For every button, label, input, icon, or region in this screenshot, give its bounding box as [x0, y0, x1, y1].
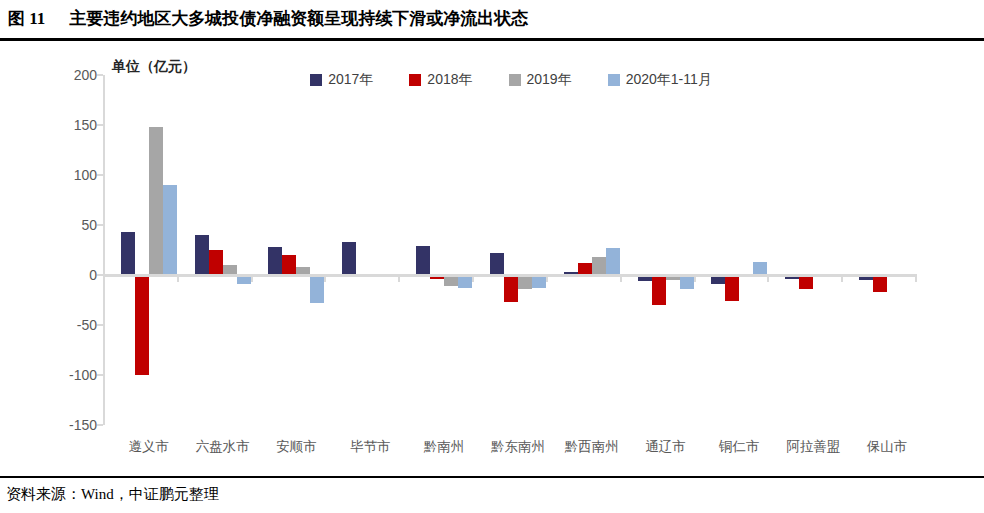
figure-number: 图 11 — [8, 9, 45, 28]
bar-2019年-黔南州 — [444, 275, 458, 286]
x-axis-tick-label: 毕节市 — [350, 438, 391, 456]
y-axis-tick — [97, 374, 103, 376]
bar-2019年-遵义市 — [149, 127, 163, 275]
x-axis-category-tick — [620, 277, 622, 282]
x-axis-tick-label: 阿拉善盟 — [786, 438, 840, 456]
y-axis-tick-label: 150 — [40, 116, 97, 134]
x-axis-category-tick — [546, 277, 548, 282]
x-axis-category-tick — [767, 277, 769, 282]
bar-2020年1-11月-黔南州 — [458, 275, 472, 288]
x-axis-line — [103, 274, 917, 277]
x-axis-category-tick — [472, 277, 474, 282]
y-axis-tick-label: -100 — [40, 366, 97, 384]
bar-2018年-黔东南州 — [504, 275, 518, 302]
x-axis-category-tick — [324, 277, 326, 282]
y-axis-tick — [97, 424, 103, 426]
x-axis-category-tick — [177, 277, 179, 282]
bar-2018年-遵义市 — [135, 275, 149, 375]
y-axis-labels: 200150100500-50-100-150 — [40, 75, 97, 425]
y-axis-tick — [97, 174, 103, 176]
x-axis-category-tick — [694, 277, 696, 282]
bar-2017年-安顺市 — [268, 247, 282, 275]
bar-2018年-阿拉善盟 — [799, 275, 813, 289]
x-axis-tick-label: 遵义市 — [129, 438, 170, 456]
bar-2017年-六盘水市 — [195, 235, 209, 275]
y-axis-tick-label: 200 — [40, 66, 97, 84]
bar-2018年-通辽市 — [652, 275, 666, 305]
bar-2020年1-11月-黔西南州 — [606, 248, 620, 275]
x-axis-category-tick — [251, 277, 253, 282]
x-axis-tick-label: 保山市 — [867, 438, 908, 456]
y-axis-tick — [97, 124, 103, 126]
bar-2020年1-11月-安顺市 — [310, 275, 324, 303]
source-note: 资料来源：Wind，中证鹏元整理 — [6, 485, 219, 504]
bar-2017年-毕节市 — [342, 242, 356, 275]
bar-2017年-黔东南州 — [490, 253, 504, 275]
y-axis-tick-label: 0 — [40, 266, 97, 284]
y-axis-tick-label: -150 — [40, 416, 97, 434]
bar-2018年-安顺市 — [282, 255, 296, 275]
plot-area — [105, 75, 917, 425]
x-axis-tick-label: 安顺市 — [276, 438, 317, 456]
y-axis-line — [103, 75, 105, 425]
bar-2019年-黔西南州 — [592, 257, 606, 275]
x-axis-tick-label: 黔东南州 — [491, 438, 545, 456]
x-axis-tick-label: 黔南州 — [424, 438, 465, 456]
header-divider — [0, 38, 984, 41]
footer-divider — [0, 476, 984, 478]
x-axis-tick-label: 铜仁市 — [719, 438, 760, 456]
bar-2020年1-11月-遵义市 — [163, 185, 177, 275]
x-axis-labels: 遵义市 六盘水市 安顺市 毕节市 黔南州 黔东南州 黔西南州 通辽市 铜仁市 阿拉善盟 保山市 — [105, 438, 917, 458]
y-axis-tick-label: 100 — [40, 166, 97, 184]
x-axis-category-tick — [398, 277, 400, 282]
bar-2017年-遵义市 — [121, 232, 135, 275]
bar-2018年-铜仁市 — [725, 275, 739, 301]
bar-2018年-保山市 — [873, 275, 887, 292]
x-axis-tick-label: 黔西南州 — [565, 438, 619, 456]
y-axis-tick-label: -50 — [40, 316, 97, 334]
x-axis-tick-label: 六盘水市 — [196, 438, 250, 456]
x-axis-category-tick — [841, 277, 843, 282]
y-axis-tick — [97, 74, 103, 76]
figure-title: 主要违约地区大多城投债净融资额呈现持续下滑或净流出状态 — [69, 9, 528, 28]
bar-2020年1-11月-通辽市 — [680, 275, 694, 289]
bar-2019年-黔东南州 — [518, 275, 532, 289]
y-axis-tick-label: 50 — [40, 216, 97, 234]
y-axis-tick — [97, 324, 103, 326]
bar-2018年-六盘水市 — [209, 250, 223, 275]
x-axis-tick-label: 通辽市 — [645, 438, 686, 456]
figure-header: 图 11 主要违约地区大多城投债净融资额呈现持续下滑或净流出状态 — [8, 7, 528, 30]
bar-2017年-黔南州 — [416, 246, 430, 275]
y-axis-tick — [97, 224, 103, 226]
x-axis-category-tick — [915, 277, 917, 282]
bar-2020年1-11月-黔东南州 — [532, 275, 546, 288]
